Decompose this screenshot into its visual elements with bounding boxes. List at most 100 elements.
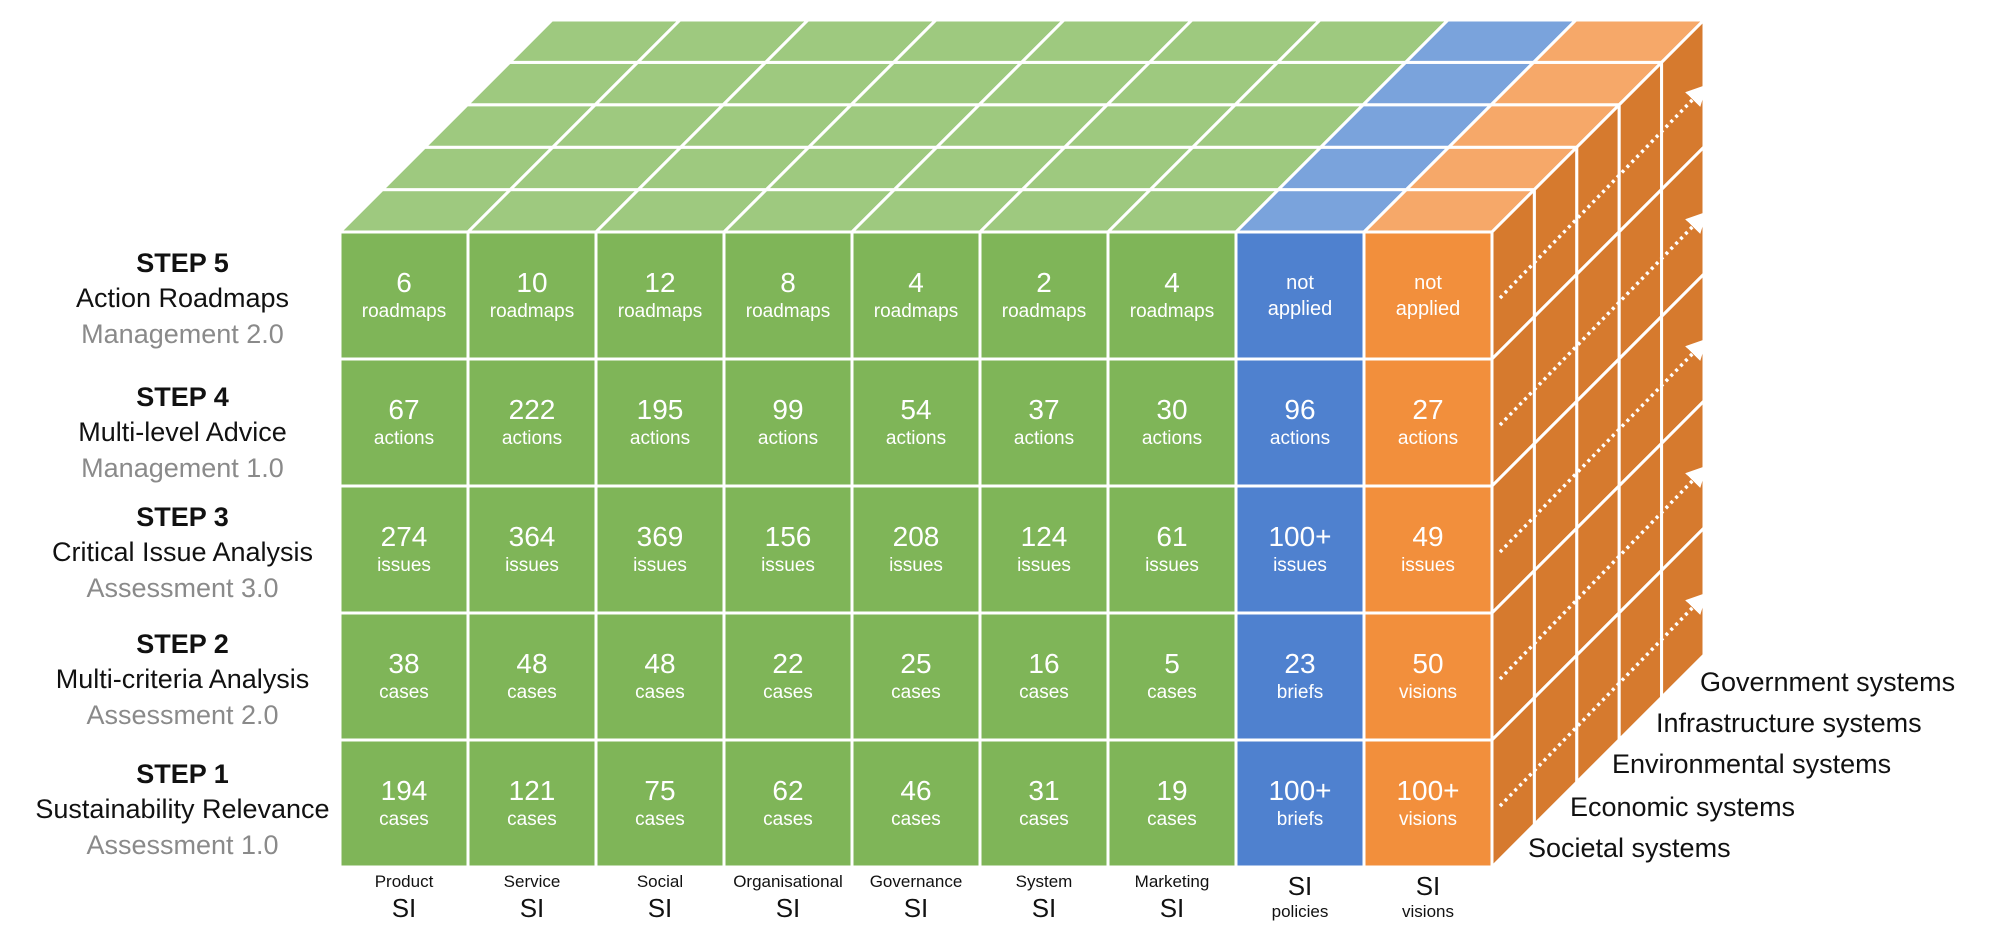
cell-unit: cases: [1019, 808, 1069, 830]
cell-unit: cases: [1147, 681, 1197, 703]
column-label: Social SI: [596, 871, 724, 923]
cell-unit: actions: [1013, 427, 1075, 449]
system-label: Economic systems: [1570, 792, 1796, 822]
data-cell: 369 issues: [596, 486, 724, 613]
cell-value: 364: [508, 520, 556, 552]
data-cell: 274 issues: [340, 486, 468, 613]
cell-value: 156: [764, 520, 812, 552]
column-label-top: Marketing: [1134, 872, 1210, 891]
cell-unit: roadmaps: [873, 300, 959, 322]
step-title: STEP 3: [136, 502, 229, 532]
data-cell: 100+ issues: [1236, 486, 1364, 613]
system-label: Environmental systems: [1612, 749, 1892, 779]
column-label-bottom: policies: [1271, 902, 1329, 921]
dotted-arrow: [1498, 465, 1708, 681]
cell-unit: cases: [891, 681, 941, 703]
column-label: SI visions: [1364, 871, 1492, 923]
data-cell: 61 issues: [1108, 486, 1236, 613]
cell-unit: issues: [633, 554, 687, 576]
data-cell: 121 cases: [468, 740, 596, 867]
cell-unit: cases: [635, 681, 685, 703]
step-title: STEP 5: [136, 248, 229, 278]
step-name: Multi-criteria Analysis: [55, 664, 310, 694]
cell-unit: applied: [1395, 297, 1461, 320]
column-label-top: Social: [636, 872, 684, 891]
side-tile: [1660, 524, 1706, 702]
cell-unit: actions: [885, 427, 947, 449]
cell-unit: actions: [373, 427, 435, 449]
data-cell: 99 actions: [724, 359, 852, 486]
cell-unit: briefs: [1276, 681, 1324, 703]
step-label: STEP 4 Multi-level Advice Management 1.0: [0, 380, 365, 486]
data-cell: 27 actions: [1364, 359, 1492, 486]
cell-unit: cases: [891, 808, 941, 830]
column-label: Governance SI: [852, 871, 980, 923]
cell-value: 100+: [1268, 774, 1332, 806]
data-cell: 156 issues: [724, 486, 852, 613]
column-label-top: SI: [1415, 871, 1441, 901]
cell-value: 25: [900, 647, 932, 679]
column-label-top: Governance: [869, 872, 963, 891]
step-subtitle: Assessment 3.0: [86, 573, 279, 603]
cell-unit: briefs: [1276, 808, 1324, 830]
cell-unit: issues: [1401, 554, 1455, 576]
dotted-arrow: [1498, 84, 1708, 300]
cell-value: 100+: [1396, 774, 1460, 806]
data-cell: 96 actions: [1236, 359, 1364, 486]
step-subtitle: Management 1.0: [81, 453, 284, 483]
step-name: Critical Issue Analysis: [51, 537, 314, 567]
data-cell: 194 cases: [340, 740, 468, 867]
cell-unit: actions: [757, 427, 819, 449]
cell-value: 369: [636, 520, 684, 552]
cell-value: 100+: [1268, 520, 1332, 552]
cell-value: 49: [1412, 520, 1444, 552]
cell-value: 2: [1036, 266, 1052, 298]
cell-unit: roadmaps: [617, 300, 703, 322]
data-cell: 48 cases: [596, 613, 724, 740]
cell-value: 4: [908, 266, 924, 298]
cell-value: 222: [508, 393, 556, 425]
cell-unit: actions: [629, 427, 691, 449]
column-label-bottom: SI: [903, 893, 929, 923]
cell-unit: issues: [1017, 554, 1071, 576]
cell-unit: issues: [1273, 554, 1327, 576]
cell-unit: roadmaps: [361, 300, 447, 322]
data-cell: 48 cases: [468, 613, 596, 740]
cell-value: 75: [644, 774, 676, 806]
cell-value: 99: [772, 393, 804, 425]
cell-unit: applied: [1267, 297, 1333, 320]
cell-value: 194: [380, 774, 428, 806]
cell-value: not: [1414, 271, 1442, 294]
data-cell: 75 cases: [596, 740, 724, 867]
cell-unit: issues: [889, 554, 943, 576]
data-cell: 49 issues: [1364, 486, 1492, 613]
data-cell: 124 issues: [980, 486, 1108, 613]
step-title: STEP 2: [136, 629, 229, 659]
cell-unit: cases: [763, 808, 813, 830]
front-tile: [1362, 738, 1494, 869]
column-label-bottom: SI: [1031, 893, 1057, 923]
data-cell: 46 cases: [852, 740, 980, 867]
cell-unit: actions: [1141, 427, 1203, 449]
system-arrows: [1498, 84, 1708, 808]
cell-unit: cases: [763, 681, 813, 703]
data-cell: 4 roadmaps: [852, 232, 980, 359]
dotted-arrow: [1498, 592, 1708, 808]
column-label-bottom: SI: [391, 893, 417, 923]
step-subtitle: Management 2.0: [81, 319, 284, 349]
data-cell: 50 visions: [1364, 613, 1492, 740]
data-cell: 222 actions: [468, 359, 596, 486]
cell-unit: roadmaps: [745, 300, 831, 322]
column-label: Product SI: [340, 871, 468, 923]
cell-value: 19: [1156, 774, 1188, 806]
cell-value: 8: [780, 266, 796, 298]
cell-value: 54: [900, 393, 932, 425]
data-cell: 4 roadmaps: [1108, 232, 1236, 359]
data-cell: 19 cases: [1108, 740, 1236, 867]
data-cell: 12 roadmaps: [596, 232, 724, 359]
cell-value: 4: [1164, 266, 1180, 298]
cell-unit: actions: [1269, 427, 1331, 449]
data-cell: 22 cases: [724, 613, 852, 740]
cell-value: 124: [1020, 520, 1068, 552]
cube-right-face: [1490, 16, 1706, 871]
